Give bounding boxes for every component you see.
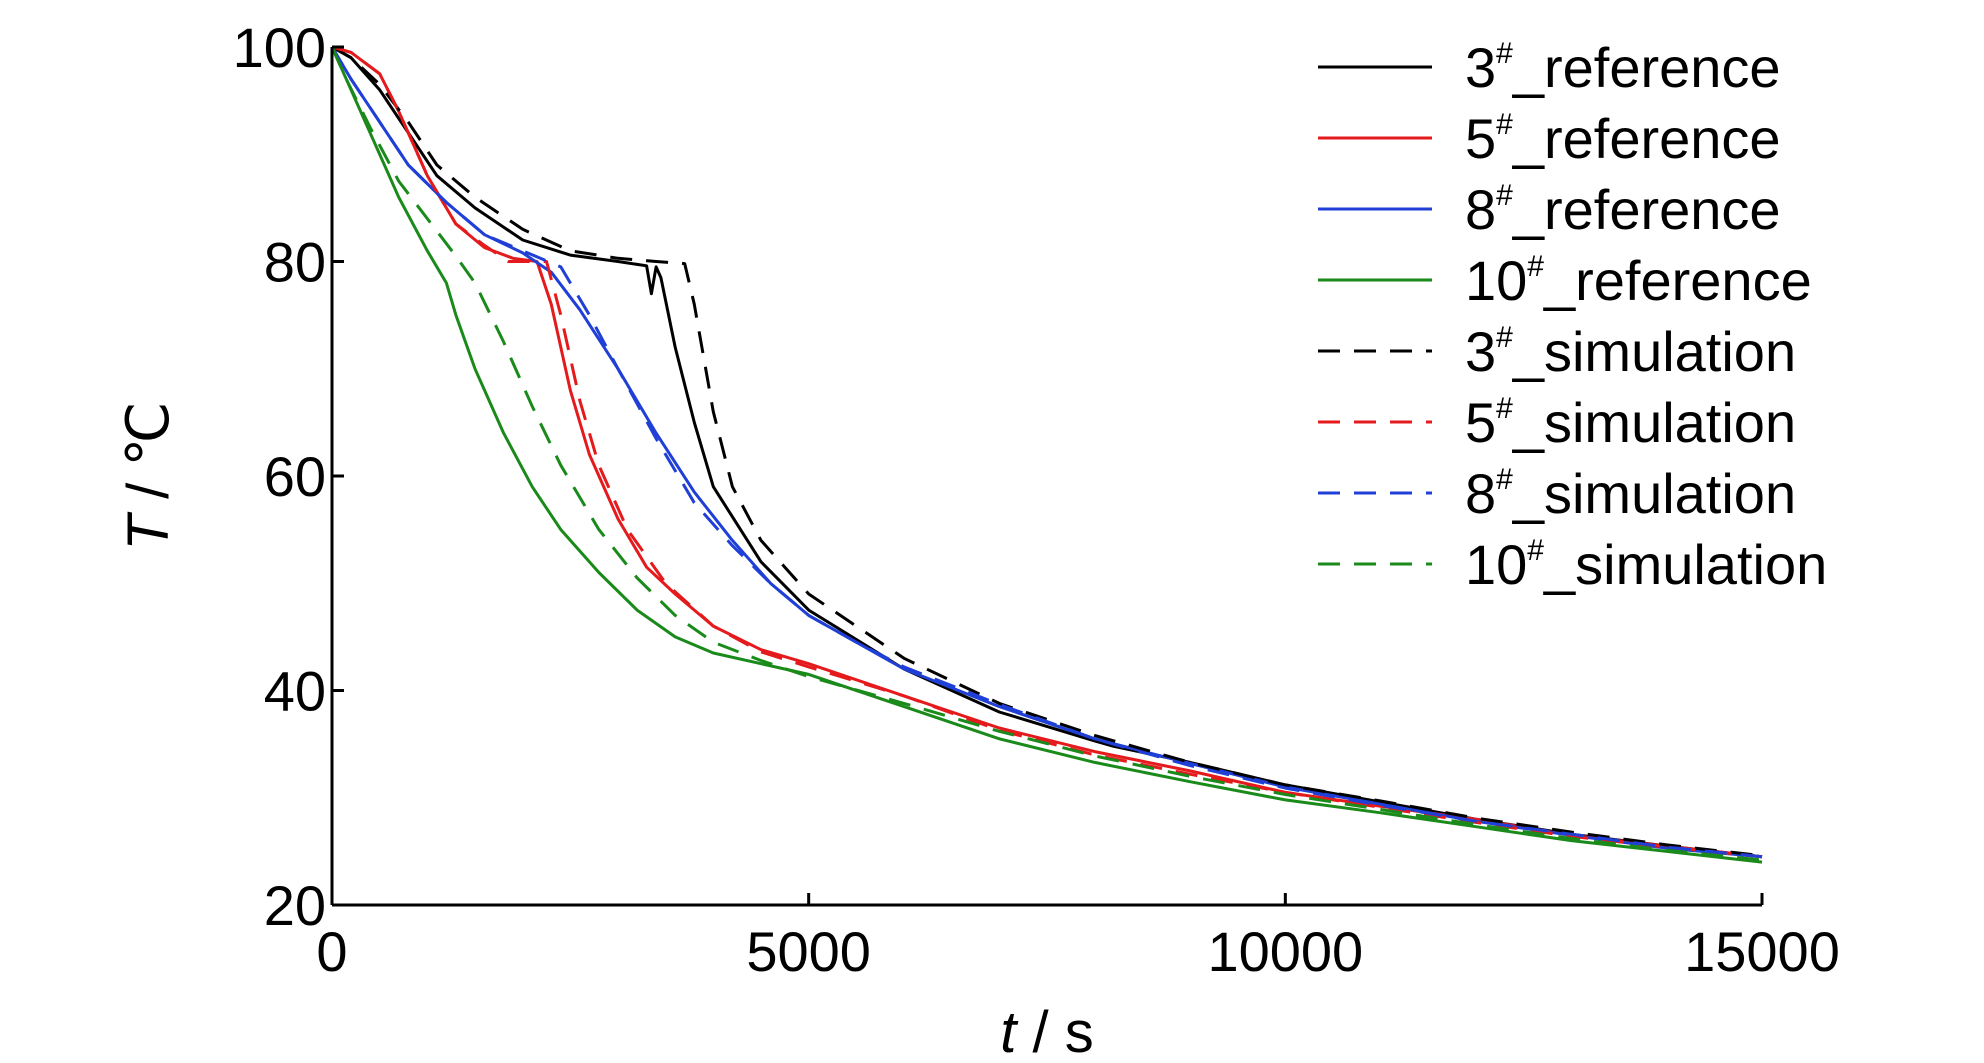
x-tick-label: 15000: [1684, 920, 1840, 983]
legend-label-number: 3: [1465, 320, 1496, 383]
legend-label-suffix: _simulation: [1512, 462, 1796, 525]
legend-label-superscript: #: [1496, 108, 1513, 141]
y-axis-title: T / ℃: [116, 402, 181, 551]
series-line-10_simulation: [330, 46, 1763, 862]
legend: 3#_reference5#_reference8#_reference10#_…: [1300, 32, 1827, 612]
y-axis-unit: / ℃: [116, 402, 181, 515]
legend-label-superscript: #: [1496, 37, 1513, 70]
y-tick-label: 20: [264, 874, 326, 937]
legend-label-number: 3: [1465, 36, 1496, 99]
legend-label-number: 5: [1465, 391, 1496, 454]
legend-label-superscript: #: [1496, 179, 1513, 212]
y-axis-variable: T: [116, 511, 181, 550]
legend-label-suffix: _simulation: [1543, 533, 1827, 596]
legend-label-number: 8: [1465, 462, 1496, 525]
legend-label-suffix: _reference: [1512, 178, 1781, 241]
ticks-layer: 0 5000 10000 15000 20 40 60 80 100: [233, 16, 1840, 983]
legend-background: [1300, 32, 1820, 612]
legend-label: 10#_simulation: [1465, 533, 1827, 596]
x-tick-label: 0: [316, 920, 347, 983]
legend-label-suffix: _reference: [1512, 36, 1781, 99]
x-tick-label: 5000: [746, 920, 871, 983]
legend-label-superscript: #: [1496, 392, 1513, 425]
legend-label-suffix: _reference: [1543, 249, 1812, 312]
legend-label-superscript: #: [1496, 463, 1513, 496]
legend-label: 8#_simulation: [1465, 462, 1796, 525]
legend-label-superscript: #: [1496, 321, 1513, 354]
y-tick-label: 80: [264, 231, 326, 294]
legend-label: 3#_simulation: [1465, 320, 1796, 383]
legend-label-suffix: _simulation: [1512, 391, 1796, 454]
x-tick-label: 10000: [1207, 920, 1363, 983]
legend-label-superscript: #: [1527, 534, 1544, 567]
legend-label: 5#_simulation: [1465, 391, 1796, 454]
series-line-3_simulation: [331, 45, 1763, 858]
x-axis-variable: t: [1000, 1000, 1019, 1063]
y-tick-label: 40: [264, 660, 326, 723]
series-line-5_simulation: [331, 45, 1763, 859]
legend-label-number: 10: [1465, 249, 1527, 312]
y-tick-label: 60: [264, 445, 326, 508]
legend-label: 3#_reference: [1465, 36, 1781, 99]
series-line-8_simulation: [330, 46, 1763, 859]
legend-label-superscript: #: [1527, 250, 1544, 283]
series-line-10_reference: [330, 46, 1763, 864]
legend-label: 5#_reference: [1465, 107, 1781, 170]
y-tick-label: 100: [233, 16, 326, 79]
legend-label-suffix: _reference: [1512, 107, 1781, 170]
x-axis-unit: / s: [1016, 1000, 1093, 1063]
legend-label-number: 5: [1465, 107, 1496, 170]
legend-label-number: 8: [1465, 178, 1496, 241]
legend-label: 8#_reference: [1465, 178, 1781, 241]
legend-label-number: 10: [1465, 533, 1527, 596]
series-layer: [330, 45, 1763, 864]
x-axis-title: t / s: [1000, 1000, 1093, 1063]
legend-label: 10#_reference: [1465, 249, 1812, 312]
legend-label-suffix: _simulation: [1512, 320, 1796, 383]
